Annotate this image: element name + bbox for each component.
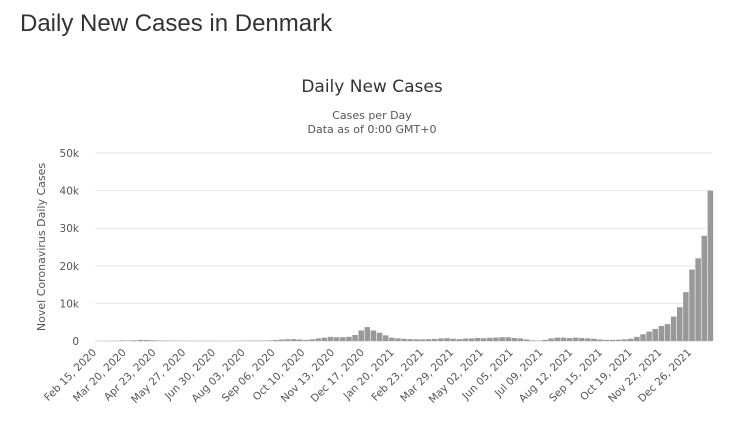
bar <box>487 337 493 341</box>
bar <box>340 337 346 341</box>
bar <box>456 339 462 341</box>
bar <box>615 339 622 341</box>
y-tick-label: 20k <box>60 261 80 273</box>
bar <box>444 338 450 341</box>
bar <box>364 327 371 341</box>
bar <box>542 339 548 341</box>
bar <box>413 339 420 341</box>
bar <box>505 337 511 341</box>
bar <box>499 337 505 341</box>
chart-subtitle-2: Data as of 0:00 GMT+0 <box>308 123 437 136</box>
bar <box>578 337 585 341</box>
bar <box>707 190 714 341</box>
bar <box>664 324 671 341</box>
bar <box>609 339 616 341</box>
bar <box>156 340 162 341</box>
bar <box>634 336 640 341</box>
bar <box>315 338 322 341</box>
bar <box>621 339 628 341</box>
x-tick-label: Apr 23, 2020 <box>102 347 159 404</box>
bar <box>683 292 689 341</box>
y-axis-label: Novel Coronavirus Daily Cases <box>35 163 48 331</box>
bar <box>640 334 646 341</box>
bar <box>468 338 475 341</box>
bar <box>670 316 677 341</box>
bar <box>278 339 285 341</box>
bar <box>327 336 334 341</box>
bar <box>291 339 297 341</box>
bar <box>401 338 407 341</box>
x-tick-label: Dec 26, 2021 <box>636 347 694 405</box>
bar <box>358 330 364 341</box>
bar <box>523 339 530 341</box>
bar <box>462 338 469 341</box>
bar <box>272 340 279 341</box>
bar <box>119 340 126 341</box>
bar <box>658 325 665 341</box>
bar <box>566 337 573 341</box>
bar <box>419 339 426 341</box>
bar <box>585 338 591 341</box>
bar <box>572 337 579 341</box>
bar <box>333 337 340 341</box>
bar <box>646 331 652 341</box>
bar <box>389 337 395 341</box>
bar <box>144 340 150 341</box>
bar <box>425 339 432 341</box>
bar <box>548 338 554 341</box>
bar <box>493 337 499 341</box>
y-tick-label: 30k <box>60 223 80 235</box>
bar <box>480 338 487 341</box>
bar <box>627 338 634 341</box>
bar <box>284 339 291 341</box>
bar <box>517 338 524 341</box>
bar <box>591 338 597 341</box>
y-tick-label: 40k <box>60 186 80 198</box>
bar <box>382 335 389 341</box>
bar <box>266 340 273 341</box>
bar <box>597 339 603 341</box>
bar <box>431 338 438 341</box>
bar <box>689 269 695 341</box>
bar <box>303 339 309 341</box>
page-title: Daily New Cases in Denmark <box>20 10 333 37</box>
bar <box>395 338 401 341</box>
bar <box>438 338 444 341</box>
y-tick-label: 0 <box>72 336 79 348</box>
bar <box>652 328 659 341</box>
bar <box>137 339 144 341</box>
bar <box>131 340 138 341</box>
bar <box>352 334 358 341</box>
bar <box>150 340 156 341</box>
bar <box>511 337 518 341</box>
bar <box>321 337 328 341</box>
bar <box>701 235 708 341</box>
bar <box>309 339 315 341</box>
y-tick-label: 10k <box>60 298 80 310</box>
bar <box>407 339 413 341</box>
bar <box>560 337 567 341</box>
x-tick-label: Oct 19, 2021 <box>578 347 635 404</box>
bar <box>474 337 481 341</box>
bar <box>297 339 303 341</box>
bar <box>376 332 383 341</box>
y-tick-label: 50k <box>60 148 80 160</box>
bar <box>603 339 610 341</box>
x-tick-label: Oct 10, 2020 <box>251 347 308 404</box>
bar <box>529 340 536 341</box>
bar <box>450 338 456 341</box>
bar <box>695 258 701 341</box>
chart-subtitle-1: Cases per Day <box>332 109 412 122</box>
bar <box>554 337 560 341</box>
bar <box>370 330 377 341</box>
chart-title: Daily New Cases <box>301 77 443 97</box>
bar <box>346 336 352 341</box>
bar <box>676 307 683 341</box>
